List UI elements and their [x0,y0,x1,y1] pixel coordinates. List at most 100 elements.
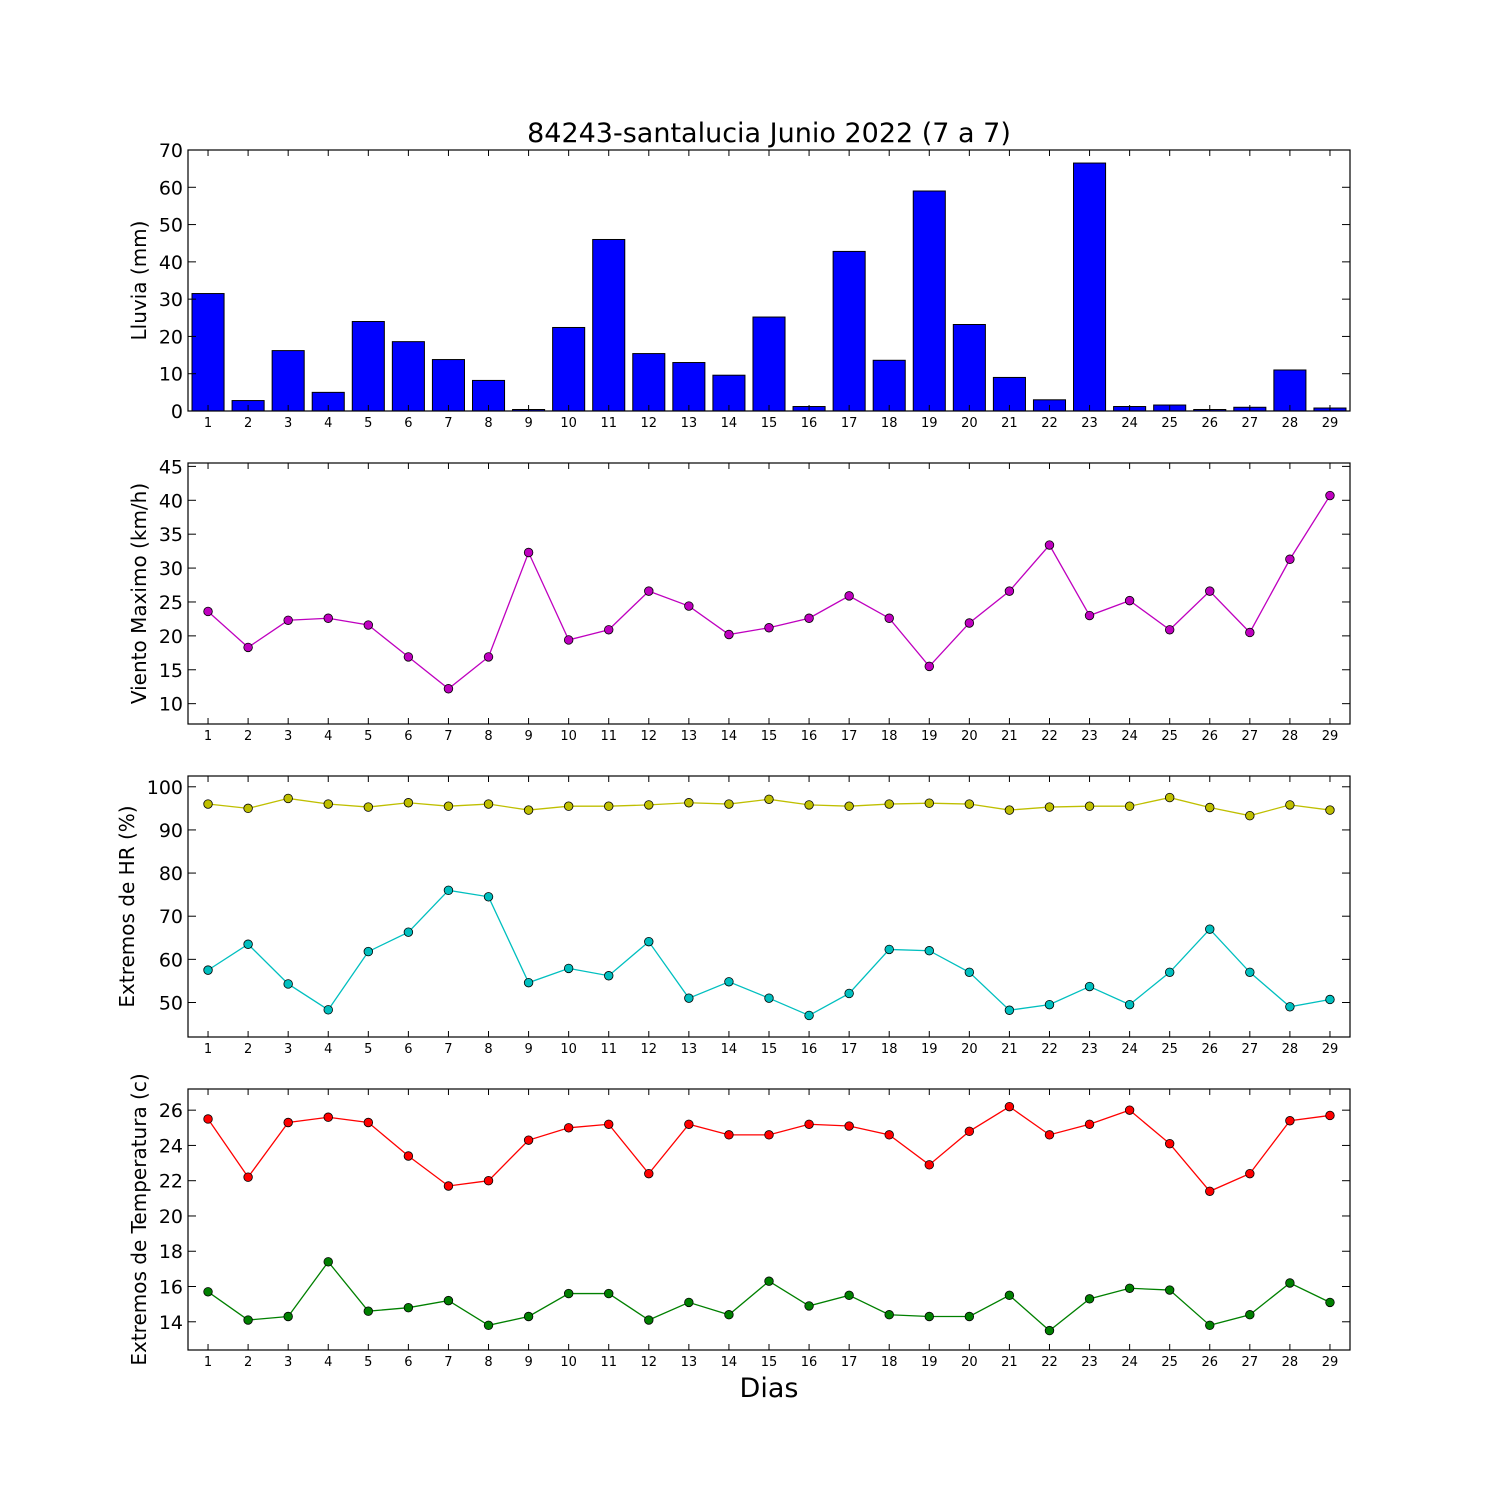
x-tick-label: 19 [921,416,938,431]
x-tick-label: 1 [204,1355,212,1370]
x-tick-label: 19 [921,1355,938,1370]
x-axis-label: Dias [740,1373,799,1404]
x-tick-label: 7 [444,1042,452,1057]
series-2-point-day-4 [323,1005,333,1015]
x-tick-label: 12 [641,416,658,431]
y-tick-label: 40 [159,490,183,512]
x-tick-label: 26 [1201,416,1218,431]
x-tick-label: 17 [841,1355,858,1370]
x-tick-label: 15 [761,416,778,431]
x-tick-label: 5 [364,1042,372,1057]
series-1-point-day-12 [644,586,654,596]
y-axis-label: Extremos de HR (%) [115,805,139,1007]
series-2-point-day-6 [403,1302,414,1313]
x-tick-label: 5 [364,1355,372,1370]
subplots: 1 2 3 4 5 6 7 8 9 10 11 12 13 14 15 16 17 18 19 20 21 22 23 24 2… [115,140,1351,1370]
series-2-point-day-23 [1084,1294,1095,1304]
series-1-point-day-8 [483,1175,494,1186]
series-1-point-day-8 [483,799,494,809]
x-tick-label: 12 [641,1355,658,1370]
bar-day-28 [1273,369,1307,412]
series-1-point-day-24 [1124,595,1135,606]
x-tick-label: 16 [801,729,818,744]
series-1-point-day-18 [884,613,894,623]
x-tick-label: 3 [284,416,292,431]
series-2-point-day-13 [684,1297,694,1308]
series-2-point-day-21 [1004,1290,1015,1301]
series-1-point-day-27 [1245,810,1255,821]
series-1-point-day-14 [724,1130,734,1140]
subplot-2: 1 2 3 4 5 6 7 8 9 10 11 12 13 14 15 16 17 18 19 20 21 22 23 24 2… [127,456,1351,744]
series-1-point-day-12 [644,1168,654,1179]
series-2-point-day-11 [604,971,614,981]
y-tick-label: 60 [159,949,183,971]
series-1-point-day-2 [243,803,253,814]
y-tick-label: 0 [171,401,183,423]
y-tick-label: 25 [159,592,183,614]
x-tick-label: 6 [404,1355,412,1370]
x-tick-label: 27 [1242,1355,1259,1370]
series-2-point-day-9 [523,977,534,988]
x-tick-label: 12 [641,729,658,744]
series-1-point-day-18 [884,799,894,809]
series-2-point-day-8 [483,892,494,902]
series-1-point-day-27 [1245,627,1255,638]
x-tick-label: 21 [1001,1355,1018,1370]
series-2-point-day-27 [1245,1310,1255,1320]
series-1-point-day-12 [644,800,654,810]
series-2-point-day-21 [1004,1005,1015,1015]
x-tick-label: 29 [1322,1355,1339,1370]
x-tick-label: 25 [1161,1355,1178,1370]
series-1-point-day-27 [1245,1168,1255,1179]
series-1-point-day-24 [1124,801,1135,811]
y-tick-label: 24 [159,1135,183,1157]
x-tick-label: 5 [364,416,372,431]
series-1-point-day-5 [363,802,374,812]
x-tick-label: 20 [961,1355,978,1370]
y-tick-label: 18 [159,1241,183,1263]
series-1-point-day-16 [804,613,814,623]
bar-day-6 [391,341,425,412]
bar-day-7 [431,359,465,412]
series-1-point-day-9 [523,547,534,558]
series-2-point-day-29 [1325,994,1335,1005]
x-tick-label: 10 [560,729,577,744]
series-1-point-day-1 [203,606,213,617]
bar-day-15 [752,316,786,412]
series-1-point-day-15 [764,794,774,805]
axes-frame [187,1088,1351,1351]
series-2-point-day-20 [964,1311,975,1322]
x-tick-label: 16 [801,416,818,431]
series-1-point-day-3 [283,793,293,804]
series-2-point-day-10 [563,963,574,974]
x-tick-label: 10 [560,416,577,431]
axes-frame [187,462,1351,725]
x-tick-label: 11 [600,729,617,744]
y-axis-label: Lluvia (mm) [127,221,151,341]
x-tick-label: 12 [641,1042,658,1057]
series-line-1 [207,1105,1331,1193]
x-tick-label: 27 [1242,729,1259,744]
series-2-point-day-24 [1124,999,1135,1010]
x-tick-label: 23 [1081,1042,1098,1057]
bar-day-3 [271,350,305,412]
series-2-point-day-26 [1205,924,1215,934]
bar-day-20 [952,324,986,412]
bar-day-13 [672,362,706,412]
y-axis-label: Extremos de Temperatura (c) [127,1073,151,1365]
x-tick-label: 13 [681,1355,698,1370]
series-2-point-day-9 [523,1311,534,1322]
x-tick-label: 23 [1081,1355,1098,1370]
series-2-point-day-16 [804,1301,814,1311]
x-tick-label: 24 [1121,729,1138,744]
series-1-point-day-11 [604,625,614,635]
series-1-point-day-6 [403,798,414,808]
series-2-point-day-1 [203,965,213,975]
x-tick-label: 27 [1242,1042,1259,1057]
y-tick-label: 90 [159,820,183,842]
x-tick-label: 7 [444,729,452,744]
series-2-point-day-10 [563,1288,574,1299]
x-tick-label: 29 [1322,1042,1339,1057]
subplot-4: 1 2 3 4 5 6 7 8 9 10 11 12 13 14 15 16 17 18 19 20 21 22 23 24 2… [127,1073,1351,1370]
